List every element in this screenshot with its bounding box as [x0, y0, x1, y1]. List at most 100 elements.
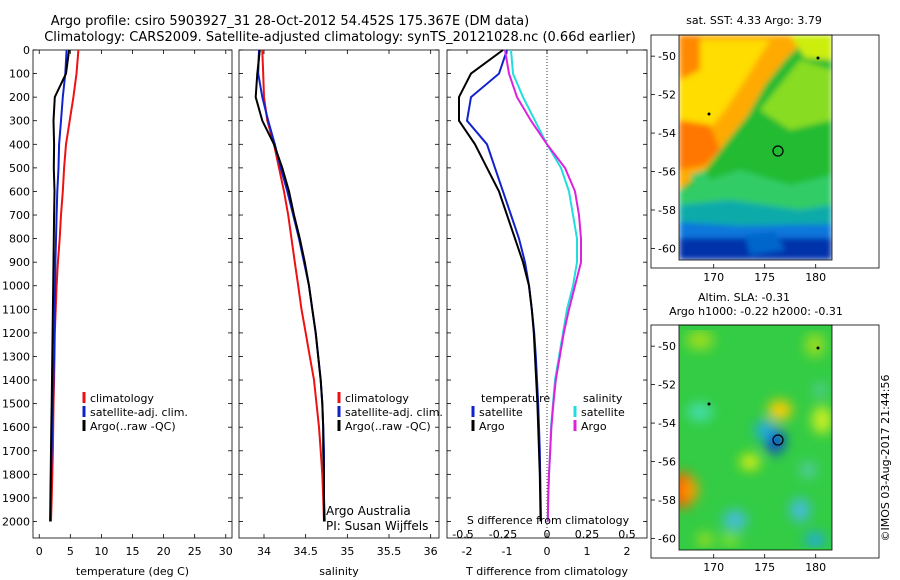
sst-argo-marker [772, 145, 784, 157]
salinity-frame [238, 49, 440, 539]
depth-tick-label: 100 [9, 68, 30, 81]
difference-xtick-label: 2 [624, 545, 631, 558]
salinity-panel: 34 34.5 35 35.5 36 salinity climatologysatelli… [238, 49, 443, 578]
legend-label: satellite-adj. clim. [345, 406, 443, 419]
temperature-xtick-label: 0 [36, 545, 43, 558]
sst_map-ytick-label: -60 [658, 242, 676, 255]
temperature-panel: 0100200300400500600700800900100011001200… [2, 44, 233, 578]
sla-map-panel: Altim. SLA: -0.31 Argo h1000: -0.22 h200… [650, 291, 880, 574]
salinity-xtick-label: 34.5 [293, 545, 318, 558]
difference-panel: -2 -1 0 1 2 T difference from climatology -0.5… [446, 49, 648, 578]
series-climatology [261, 49, 325, 522]
legend-title-salinity: salinity [583, 392, 623, 405]
temperature-xtick-label: 25 [188, 545, 202, 558]
legend-label: satellite [581, 406, 625, 419]
series-argo-raw-qc- [254, 49, 325, 522]
sla_map-ytick-label: -58 [658, 494, 676, 507]
sst_map-xtick-label: 180 [805, 271, 826, 284]
sst-map-panel: sat. SST: 4.33 Argo: 3.79 170 175 180 -50 -5… [650, 14, 880, 284]
legend-label: climatology [90, 392, 154, 405]
diff-s-tick-label: 0.25 [575, 528, 600, 541]
legend-label: satellite-adj. clim. [90, 406, 188, 419]
sst_map-xtick-label: 170 [703, 271, 724, 284]
argo-australia-label: Argo Australia [326, 504, 411, 518]
sla_map-xtick-label: 170 [703, 561, 724, 574]
legend-label: Argo(..raw -QC) [90, 420, 176, 433]
legend-label: climatology [345, 392, 409, 405]
difference-xlabel: T difference from climatology [465, 565, 628, 578]
sst_map-ytick-label: -52 [658, 89, 676, 102]
series-s-argo [504, 49, 582, 522]
series-climatology [50, 49, 80, 522]
pi-label: PI: Susan Wijffels [326, 519, 428, 533]
legend-label: Argo [581, 420, 607, 433]
series-s-satellite [510, 49, 578, 522]
difference-xtick-label: 0 [544, 545, 551, 558]
depth-tick-label: 400 [9, 138, 30, 151]
sla-argo-marker [772, 434, 784, 446]
difference-xtick-label: -2 [462, 545, 473, 558]
legend-label: Argo(..raw -QC) [345, 420, 431, 433]
sla_map-ytick-label: -56 [658, 456, 676, 469]
series-satellite-adj-clim- [257, 49, 326, 522]
sst-float-dot-1 [707, 112, 711, 116]
depth-tick-label: 500 [9, 162, 30, 175]
sst-map-title: sat. SST: 4.33 Argo: 3.79 [686, 14, 822, 27]
salinity-xtick-label: 35 [340, 545, 354, 558]
depth-tick-label: 700 [9, 209, 30, 222]
salinity-xtick-label: 36 [424, 545, 438, 558]
depth-tick-label: 900 [9, 256, 30, 269]
sla-map-title-line2: Argo h1000: -0.22 h2000: -0.31 [669, 305, 843, 318]
difference-xtick-label: 1 [584, 545, 591, 558]
diff-s-tick-label: 0.5 [618, 528, 636, 541]
sst_map-ytick-label: -54 [658, 127, 676, 140]
depth-tick-label: 600 [9, 185, 30, 198]
depth-tick-label: 1100 [2, 303, 30, 316]
diff-s-tick-label: -0.25 [489, 528, 517, 541]
diff-s-xlabel: S difference from climatology [467, 514, 630, 527]
temperature-xtick-label: 10 [94, 545, 108, 558]
temperature-xtick-label: 20 [157, 545, 171, 558]
difference-xtick-label: -1 [502, 545, 513, 558]
depth-tick-label: 1400 [2, 374, 30, 387]
depth-tick-label: 1500 [2, 398, 30, 411]
sst-map-image [679, 35, 832, 260]
sst_map-ytick-label: -50 [658, 50, 676, 63]
sla_map-ytick-label: -52 [658, 379, 676, 392]
sla-float-dot-1 [707, 402, 711, 406]
sst_map-ytick-label: -58 [658, 204, 676, 217]
temperature-xlabel: temperature (deg C) [76, 565, 189, 578]
depth-tick-label: 1800 [2, 468, 30, 481]
depth-tick-label: 1600 [2, 421, 30, 434]
temperature-frame [32, 49, 233, 539]
legend-label: Argo [479, 420, 505, 433]
sla-map-title-line1: Altim. SLA: -0.31 [698, 291, 790, 304]
depth-tick-label: 1200 [2, 327, 30, 340]
sla_map-ytick-label: -60 [658, 532, 676, 545]
salinity-xtick-label: 35.5 [377, 545, 402, 558]
salinity-xlabel: salinity [319, 565, 359, 578]
imos-timestamp: ©IMOS 03-Aug-2017 21:44:56 [879, 375, 892, 542]
depth-tick-label: 1000 [2, 280, 30, 293]
depth-tick-label: 200 [9, 91, 30, 104]
sst_map-xtick-label: 175 [754, 271, 775, 284]
sst_map-ytick-label: -56 [658, 166, 676, 179]
sla-float-dot-2 [816, 346, 820, 350]
legend-title-temperature: temperature [481, 392, 550, 405]
depth-tick-label: 1700 [2, 445, 30, 458]
sla_map-ytick-label: -50 [658, 340, 676, 353]
diff-s-tick-label: -0.5 [452, 528, 473, 541]
figure-title-line1: Argo profile: csiro 5903927_31 28-Oct-20… [51, 14, 529, 29]
salinity-xtick-label: 34 [257, 545, 271, 558]
sla-map-axes: 170 175 180 -50 -52 -54 -56 -58 -60 [650, 324, 880, 574]
sst-map-axes: 170 175 180 -50 -52 -54 -56 -58 -60 [650, 34, 880, 284]
series-argo-raw-qc- [49, 49, 71, 522]
depth-tick-label: 0 [23, 44, 30, 57]
sla_map-xtick-label: 180 [805, 561, 826, 574]
temperature-xtick-label: 5 [67, 545, 74, 558]
depth-tick-label: 1900 [2, 492, 30, 505]
temperature-xtick-label: 15 [126, 545, 140, 558]
series-t-argo [458, 49, 542, 522]
sst-float-dot-2 [816, 56, 820, 60]
